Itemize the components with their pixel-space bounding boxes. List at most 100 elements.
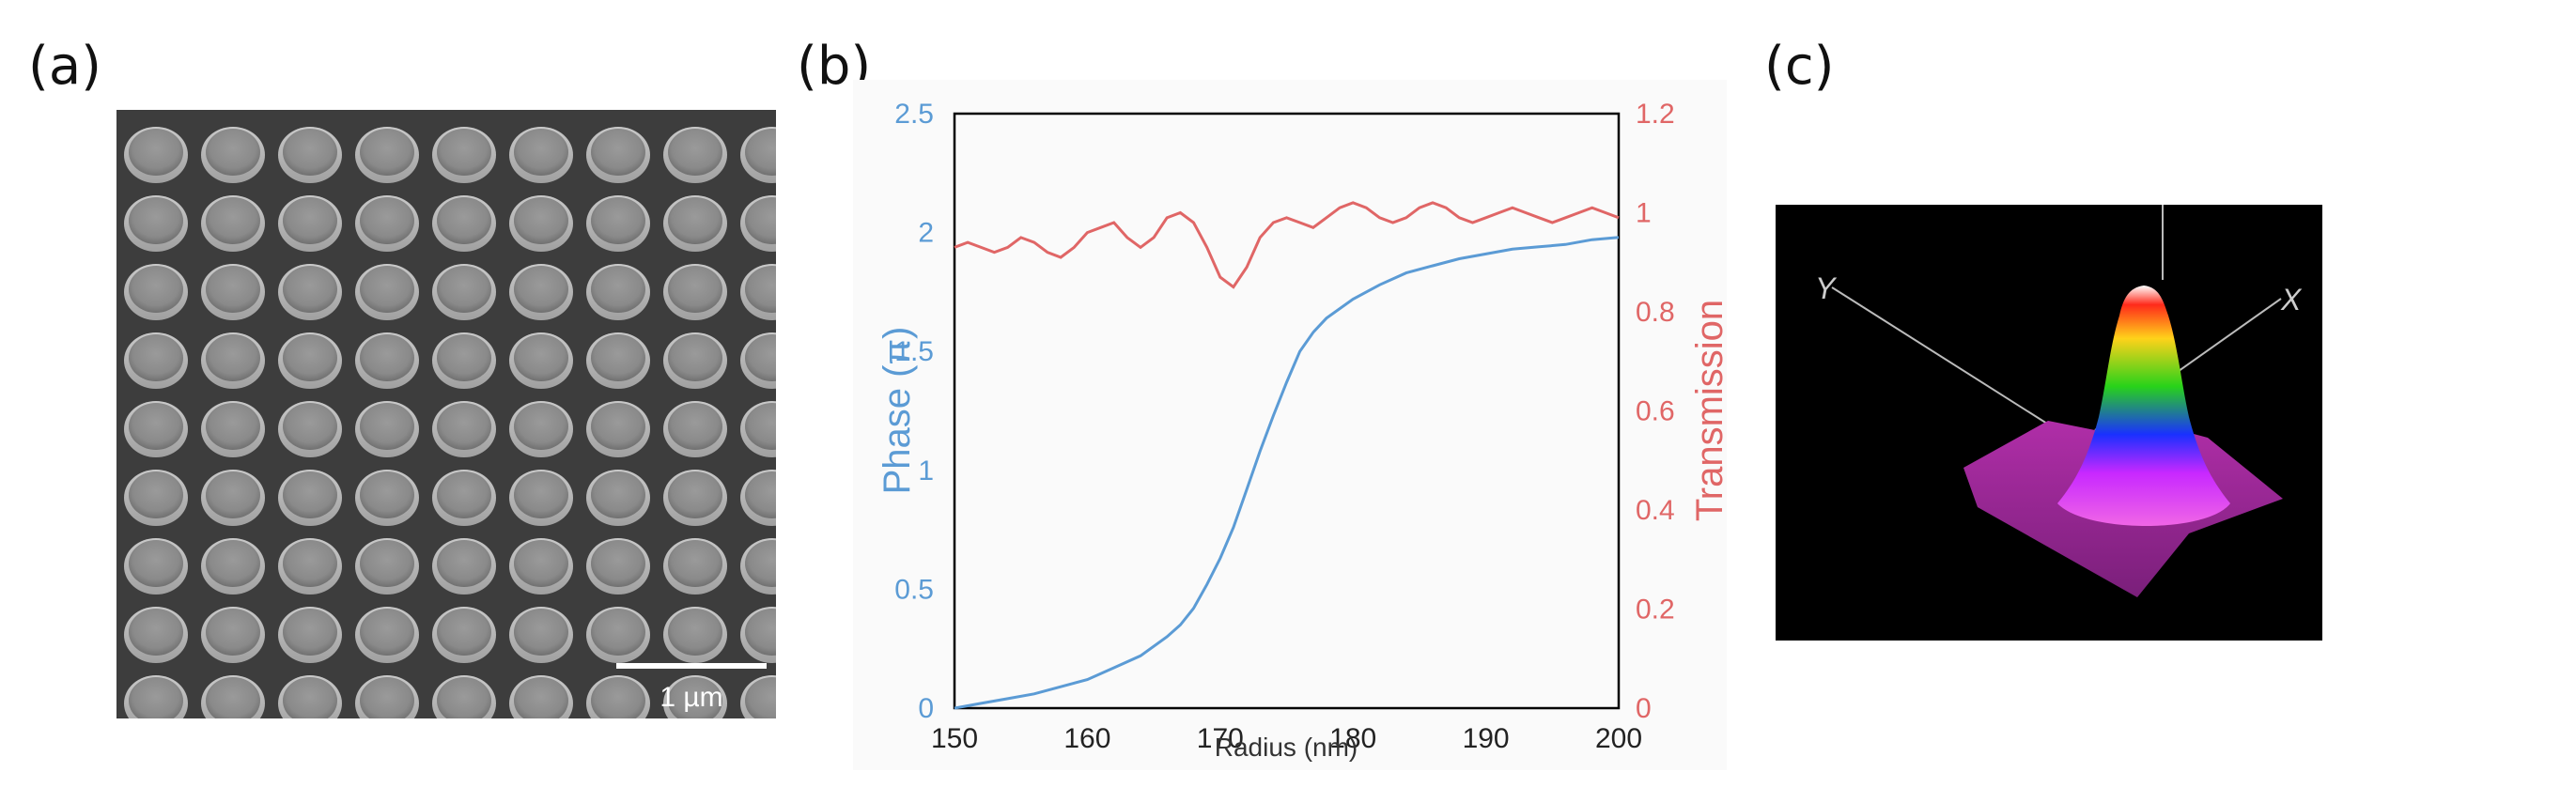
y-axis-line xyxy=(1831,286,2058,431)
nanopillar xyxy=(663,538,727,595)
nanopillar xyxy=(509,607,573,663)
nanopillar xyxy=(432,127,496,183)
nanopillar xyxy=(124,264,188,320)
nanopillar xyxy=(124,127,188,183)
nanopillar xyxy=(740,607,776,663)
nanopillar xyxy=(124,538,188,595)
x-tick-label: 170 xyxy=(1197,723,1244,754)
sem-micrograph: 1 µm xyxy=(116,110,776,718)
nanopillar xyxy=(355,607,419,663)
panel-label-a: (a) xyxy=(28,36,102,97)
nanopillar xyxy=(124,675,188,718)
nanopillar xyxy=(663,195,727,252)
nanopillar xyxy=(278,264,342,320)
nanopillar xyxy=(509,675,573,718)
nanopillar xyxy=(509,195,573,252)
nanopillar xyxy=(509,332,573,389)
y-right-tick-label: 0.6 xyxy=(1636,396,1675,427)
nanopillar xyxy=(355,538,419,595)
nanopillar xyxy=(740,264,776,320)
y-left-axis-label: Phase (π) xyxy=(877,327,918,495)
nanopillar xyxy=(278,127,342,183)
panel-label-c: (c) xyxy=(1764,36,1835,97)
nanopillar xyxy=(201,607,265,663)
y-left-tick-label: 2.5 xyxy=(894,99,934,130)
y-axis-label: Y xyxy=(1815,271,1838,305)
nanopillar xyxy=(124,470,188,526)
nanopillar xyxy=(278,332,342,389)
nanopillar xyxy=(432,470,496,526)
nanopillar xyxy=(355,401,419,457)
nanopillar xyxy=(201,675,265,718)
nanopillar xyxy=(355,195,419,252)
nanopillar xyxy=(355,675,419,718)
x-tick-label: 150 xyxy=(931,723,978,754)
y-left-tick-label: 0 xyxy=(918,693,934,724)
nanopillar xyxy=(432,538,496,595)
y-right-tick-label: 0.8 xyxy=(1636,297,1675,328)
y-right-axis-label: Transmission xyxy=(1689,300,1730,521)
y-right-tick-label: 1.2 xyxy=(1636,99,1675,130)
nanopillar xyxy=(355,127,419,183)
nanopillar xyxy=(278,195,342,252)
nanopillar xyxy=(740,470,776,526)
nanopillar xyxy=(740,675,776,718)
nanopillar xyxy=(355,264,419,320)
nanopillar xyxy=(663,470,727,526)
nanopillar xyxy=(201,127,265,183)
chart-svg: 150 160 170 180 190 200 00.511.522.5 00.20.40… xyxy=(853,80,1730,770)
y-right-tick-label: 0 xyxy=(1636,693,1652,724)
nanopillar xyxy=(586,401,650,457)
nanopillar xyxy=(278,675,342,718)
x-tick-labels: 150 160 170 180 190 200 xyxy=(931,723,1642,754)
nanopillar xyxy=(124,332,188,389)
y-left-tick-labels: 0 0.5 1 1.5 2 2.5 xyxy=(894,99,934,724)
nanopillar xyxy=(201,401,265,457)
intensity-peak xyxy=(2057,286,2230,526)
focal-spot-svg: Y X xyxy=(1776,205,2322,641)
x-axis-label: X xyxy=(2280,283,2303,317)
x-tick-label: 180 xyxy=(1329,723,1376,754)
y-right-tick-label: 0.4 xyxy=(1636,495,1675,526)
nanopillar xyxy=(509,264,573,320)
nanopillar xyxy=(740,538,776,595)
nanopillar xyxy=(432,264,496,320)
nanopillar xyxy=(124,401,188,457)
nanopillar xyxy=(201,538,265,595)
sem-image: 1 µm xyxy=(116,110,776,718)
nanopillar xyxy=(432,195,496,252)
phase-transmission-chart: 150 160 170 180 190 200 0 0.5 1 1.5 2 2.5 0 0.2 0.4 0… xyxy=(834,80,1746,775)
nanopillar xyxy=(586,470,650,526)
nanopillar xyxy=(740,195,776,252)
nanopillar xyxy=(124,195,188,252)
nanopillar xyxy=(509,127,573,183)
nanopillar xyxy=(740,401,776,457)
nanopillar xyxy=(201,332,265,389)
nanopillar xyxy=(201,470,265,526)
phase-series-line xyxy=(954,236,1620,710)
nanopillar xyxy=(278,538,342,595)
x-tick-label: 200 xyxy=(1595,723,1642,754)
nanopillar xyxy=(124,607,188,663)
nanopillar xyxy=(740,332,776,389)
y-left-tick-label: 1 xyxy=(918,456,934,486)
nanopillar xyxy=(586,195,650,252)
nanopillar xyxy=(432,332,496,389)
x-axis-label: Radius (nm) xyxy=(1215,733,1358,762)
nanopillar xyxy=(201,195,265,252)
nanopillar xyxy=(432,675,496,718)
nanopillar xyxy=(278,401,342,457)
nanopillar xyxy=(201,264,265,320)
nanopillar xyxy=(663,607,727,663)
nanopillar xyxy=(355,470,419,526)
nanopillar xyxy=(663,332,727,389)
nanopillar xyxy=(663,264,727,320)
plot-frame xyxy=(953,112,1621,710)
nanopillar xyxy=(586,332,650,389)
nanopillar xyxy=(663,127,727,183)
nanopillar xyxy=(355,332,419,389)
focal-spot-3d-plot: Y X xyxy=(1776,205,2322,641)
pillar-array xyxy=(124,127,776,718)
nanopillar xyxy=(586,264,650,320)
nanopillar xyxy=(740,127,776,183)
